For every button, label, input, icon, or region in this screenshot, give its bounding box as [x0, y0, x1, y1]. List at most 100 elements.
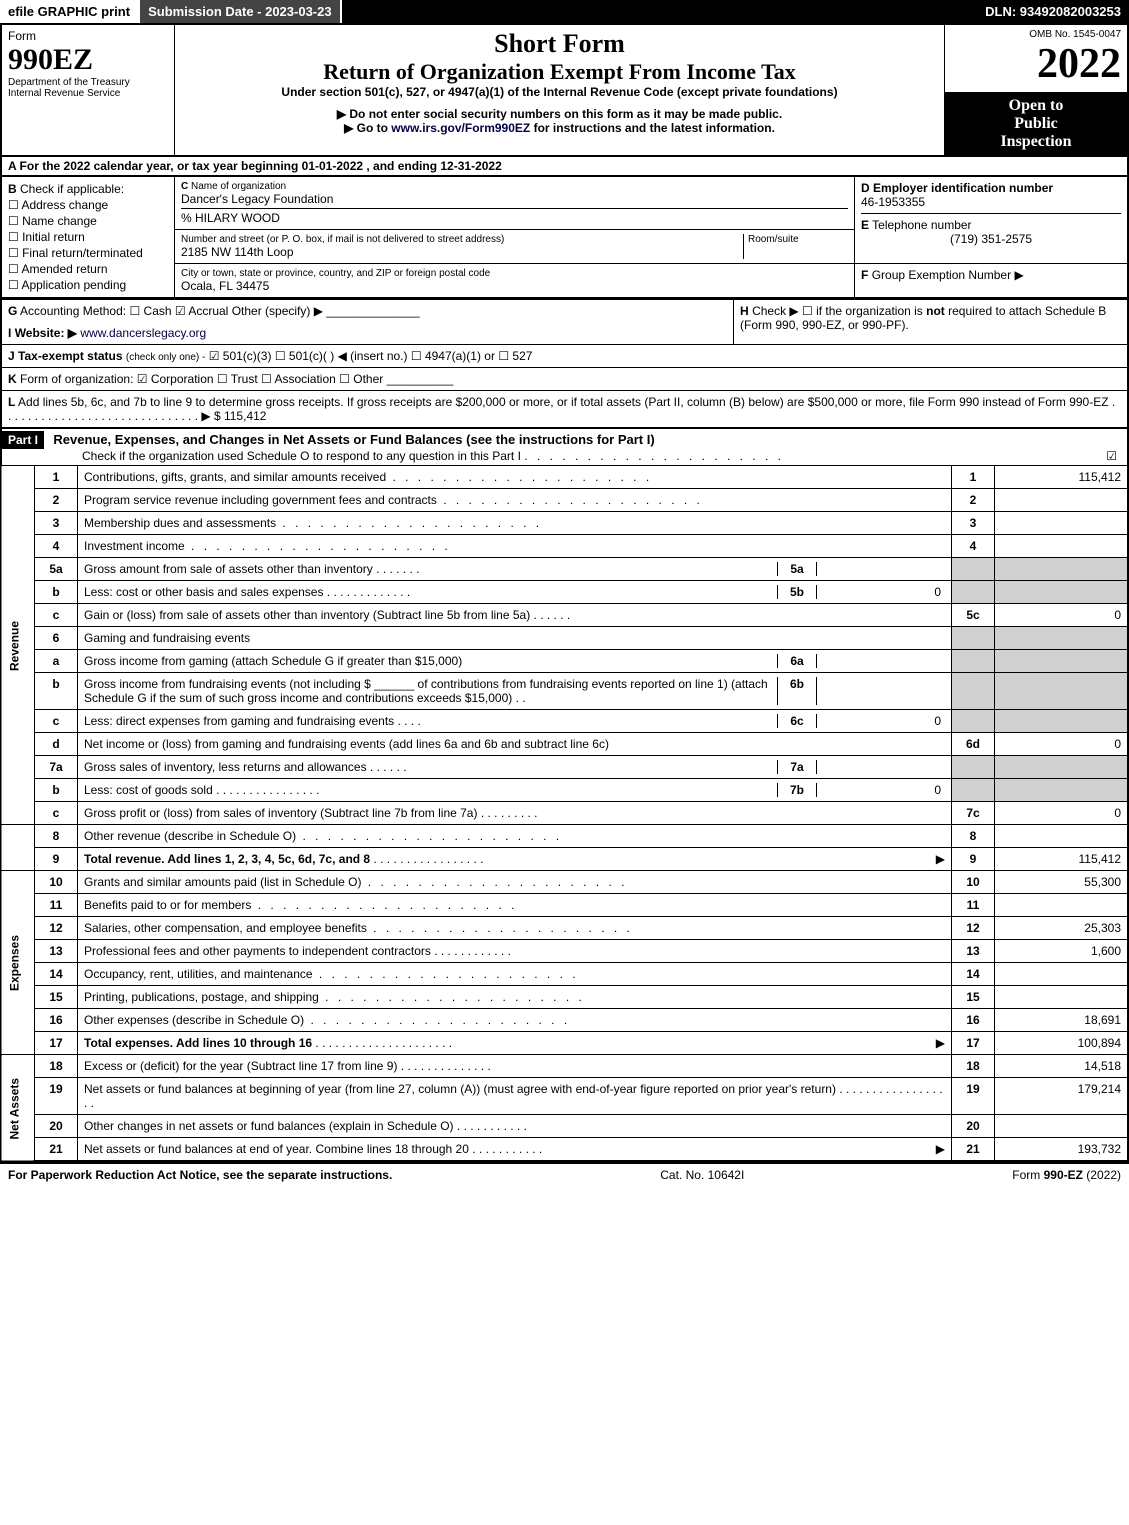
part1-table: Revenue 1 Contributions, gifts, grants, … — [0, 465, 1129, 1162]
line-7a-desc: Gross sales of inventory, less returns a… — [84, 760, 367, 774]
line-8-desc: Other revenue (describe in Schedule O) — [84, 829, 296, 843]
open-to-public: Open to Public Inspection — [945, 93, 1129, 157]
city-value: Ocala, FL 34475 — [181, 279, 848, 293]
line-5b-desc: Less: cost or other basis and sales expe… — [84, 585, 323, 599]
line-7a-value — [817, 760, 945, 774]
line-14-value — [995, 963, 1129, 986]
form-word: Form — [8, 29, 168, 43]
cb-accrual[interactable]: Accrual — [175, 304, 228, 318]
dept-treasury: Department of the Treasury — [8, 77, 168, 88]
catalog-number: Cat. No. 10642I — [660, 1168, 744, 1182]
line-7c-desc: Gross profit or (loss) from sales of inv… — [84, 806, 477, 820]
line-10-value: 55,300 — [995, 871, 1129, 894]
line-11-value — [995, 894, 1129, 917]
line-6a-desc: Gross income from gaming (attach Schedul… — [84, 654, 462, 668]
line-18-desc: Excess or (deficit) for the year (Subtra… — [84, 1059, 397, 1073]
line-5c-desc: Gain or (loss) from sale of assets other… — [84, 608, 530, 622]
form-title: Return of Organization Exempt From Incom… — [181, 59, 938, 85]
page-footer: For Paperwork Reduction Act Notice, see … — [0, 1162, 1129, 1186]
line-6c-desc: Less: direct expenses from gaming and fu… — [84, 714, 394, 728]
omb-number: OMB No. 1545-0047 — [951, 29, 1121, 40]
ein-value: 46-1953355 — [861, 195, 1121, 209]
section-c-city: City or town, state or province, country… — [175, 264, 855, 299]
expenses-label: Expenses — [1, 871, 35, 1055]
line-21-desc: Net assets or fund balances at end of ye… — [84, 1142, 469, 1156]
section-f: F Group Exemption Number ▶ — [855, 264, 1129, 299]
cb-527[interactable]: 527 — [498, 349, 532, 363]
cb-initial-return[interactable]: Initial return — [8, 229, 168, 245]
line-7b-desc: Less: cost of goods sold — [84, 783, 213, 797]
section-k: K Form of organization: Corporation Trus… — [1, 368, 1128, 391]
section-c-name: C Name of organization Dancer's Legacy F… — [175, 176, 855, 230]
cb-name-change[interactable]: Name change — [8, 213, 168, 229]
line-12-value: 25,303 — [995, 917, 1129, 940]
cb-amended-return[interactable]: Amended return — [8, 261, 168, 277]
line-19-value: 179,214 — [995, 1078, 1129, 1115]
sections-g-to-l: G Accounting Method: Cash Accrual Other … — [0, 299, 1129, 429]
schedule-o-checkbox[interactable]: ☑ — [1106, 449, 1127, 463]
cb-4947[interactable]: 4947(a)(1) or — [411, 349, 495, 363]
cb-cash[interactable]: Cash — [129, 304, 171, 318]
cb-501c[interactable]: 501(c)( ) ◀ (insert no.) — [275, 349, 408, 363]
ein-label: Employer identification number — [873, 181, 1053, 195]
line-15-value — [995, 986, 1129, 1009]
line-16-value: 18,691 — [995, 1009, 1129, 1032]
netassets-label: Net Assets — [1, 1055, 35, 1162]
line-3-value — [995, 512, 1129, 535]
phone-label: Telephone number — [872, 218, 971, 232]
cb-other-org[interactable]: Other — [339, 372, 383, 386]
street-value: 2185 NW 114th Loop — [181, 245, 743, 259]
line-20-value — [995, 1115, 1129, 1138]
org-name: Dancer's Legacy Foundation — [181, 192, 848, 206]
section-c-street: Number and street (or P. O. box, if mail… — [175, 230, 855, 264]
line-3-desc: Membership dues and assessments — [84, 516, 276, 530]
line-4-desc: Investment income — [84, 539, 185, 553]
section-d-e: D Employer identification number 46-1953… — [855, 176, 1129, 264]
website-link[interactable]: www.dancerslegacy.org — [80, 326, 206, 340]
cb-schedule-b[interactable] — [802, 304, 816, 318]
line-8-value — [995, 825, 1129, 848]
line-6-desc: Gaming and fundraising events — [78, 627, 952, 650]
line-21-value: 193,732 — [995, 1138, 1129, 1162]
line-1-desc: Contributions, gifts, grants, and simila… — [84, 470, 386, 484]
line-19-desc: Net assets or fund balances at beginning… — [84, 1082, 836, 1096]
line-7b-value: 0 — [817, 783, 945, 797]
irs-link[interactable]: www.irs.gov/Form990EZ — [391, 121, 530, 135]
cb-trust[interactable]: Trust — [217, 372, 258, 386]
ssn-warning: ▶ Do not enter social security numbers o… — [181, 107, 938, 121]
form-ref: Form 990-EZ (2022) — [1012, 1168, 1121, 1182]
tax-year: 2022 — [951, 40, 1121, 88]
cb-final-return[interactable]: Final return/terminated — [8, 245, 168, 261]
short-form-title: Short Form — [181, 29, 938, 59]
line-15-desc: Printing, publications, postage, and shi… — [84, 990, 319, 1004]
line-9-value: 115,412 — [995, 848, 1129, 871]
line-1-value: 115,412 — [995, 466, 1129, 489]
paperwork-notice: For Paperwork Reduction Act Notice, see … — [8, 1168, 392, 1182]
cb-application-pending[interactable]: Application pending — [8, 277, 168, 293]
section-b: B Check if applicable: Address change Na… — [1, 176, 175, 298]
part1-header: Part I Revenue, Expenses, and Changes in… — [0, 429, 1129, 465]
line-6b-desc-pre: Gross income from fundraising events (no… — [84, 677, 371, 691]
line-13-desc: Professional fees and other payments to … — [84, 944, 431, 958]
part1-title: Revenue, Expenses, and Changes in Net As… — [47, 428, 660, 451]
line-6b-value — [817, 677, 945, 705]
line-2-value — [995, 489, 1129, 512]
line-17-value: 100,894 — [995, 1032, 1129, 1055]
line-5c-value: 0 — [995, 604, 1129, 627]
goto-note: ▶ Go to www.irs.gov/Form990EZ for instru… — [181, 121, 938, 135]
room-suite-label: Room/suite — [743, 234, 848, 259]
line-18-value: 14,518 — [995, 1055, 1129, 1078]
care-of: % HILARY WOOD — [181, 208, 848, 225]
section-a: A For the 2022 calendar year, or tax yea… — [0, 157, 1129, 175]
cb-501c3[interactable]: 501(c)(3) — [209, 349, 272, 363]
line-5a-value — [817, 562, 945, 576]
line-11-desc: Benefits paid to or for members — [84, 898, 251, 912]
cb-address-change[interactable]: Address change — [8, 197, 168, 213]
cb-corporation[interactable]: Corporation — [137, 372, 214, 386]
line-6d-desc: Net income or (loss) from gaming and fun… — [84, 737, 609, 751]
cb-association[interactable]: Association — [261, 372, 336, 386]
section-h: H Check ▶ if the organization is not req… — [734, 300, 1128, 345]
section-l: L Add lines 5b, 6c, and 7b to line 9 to … — [1, 391, 1128, 429]
section-i: I Website: ▶ www.dancerslegacy.org — [1, 322, 734, 345]
gross-receipts-value: $ 115,412 — [214, 409, 267, 423]
